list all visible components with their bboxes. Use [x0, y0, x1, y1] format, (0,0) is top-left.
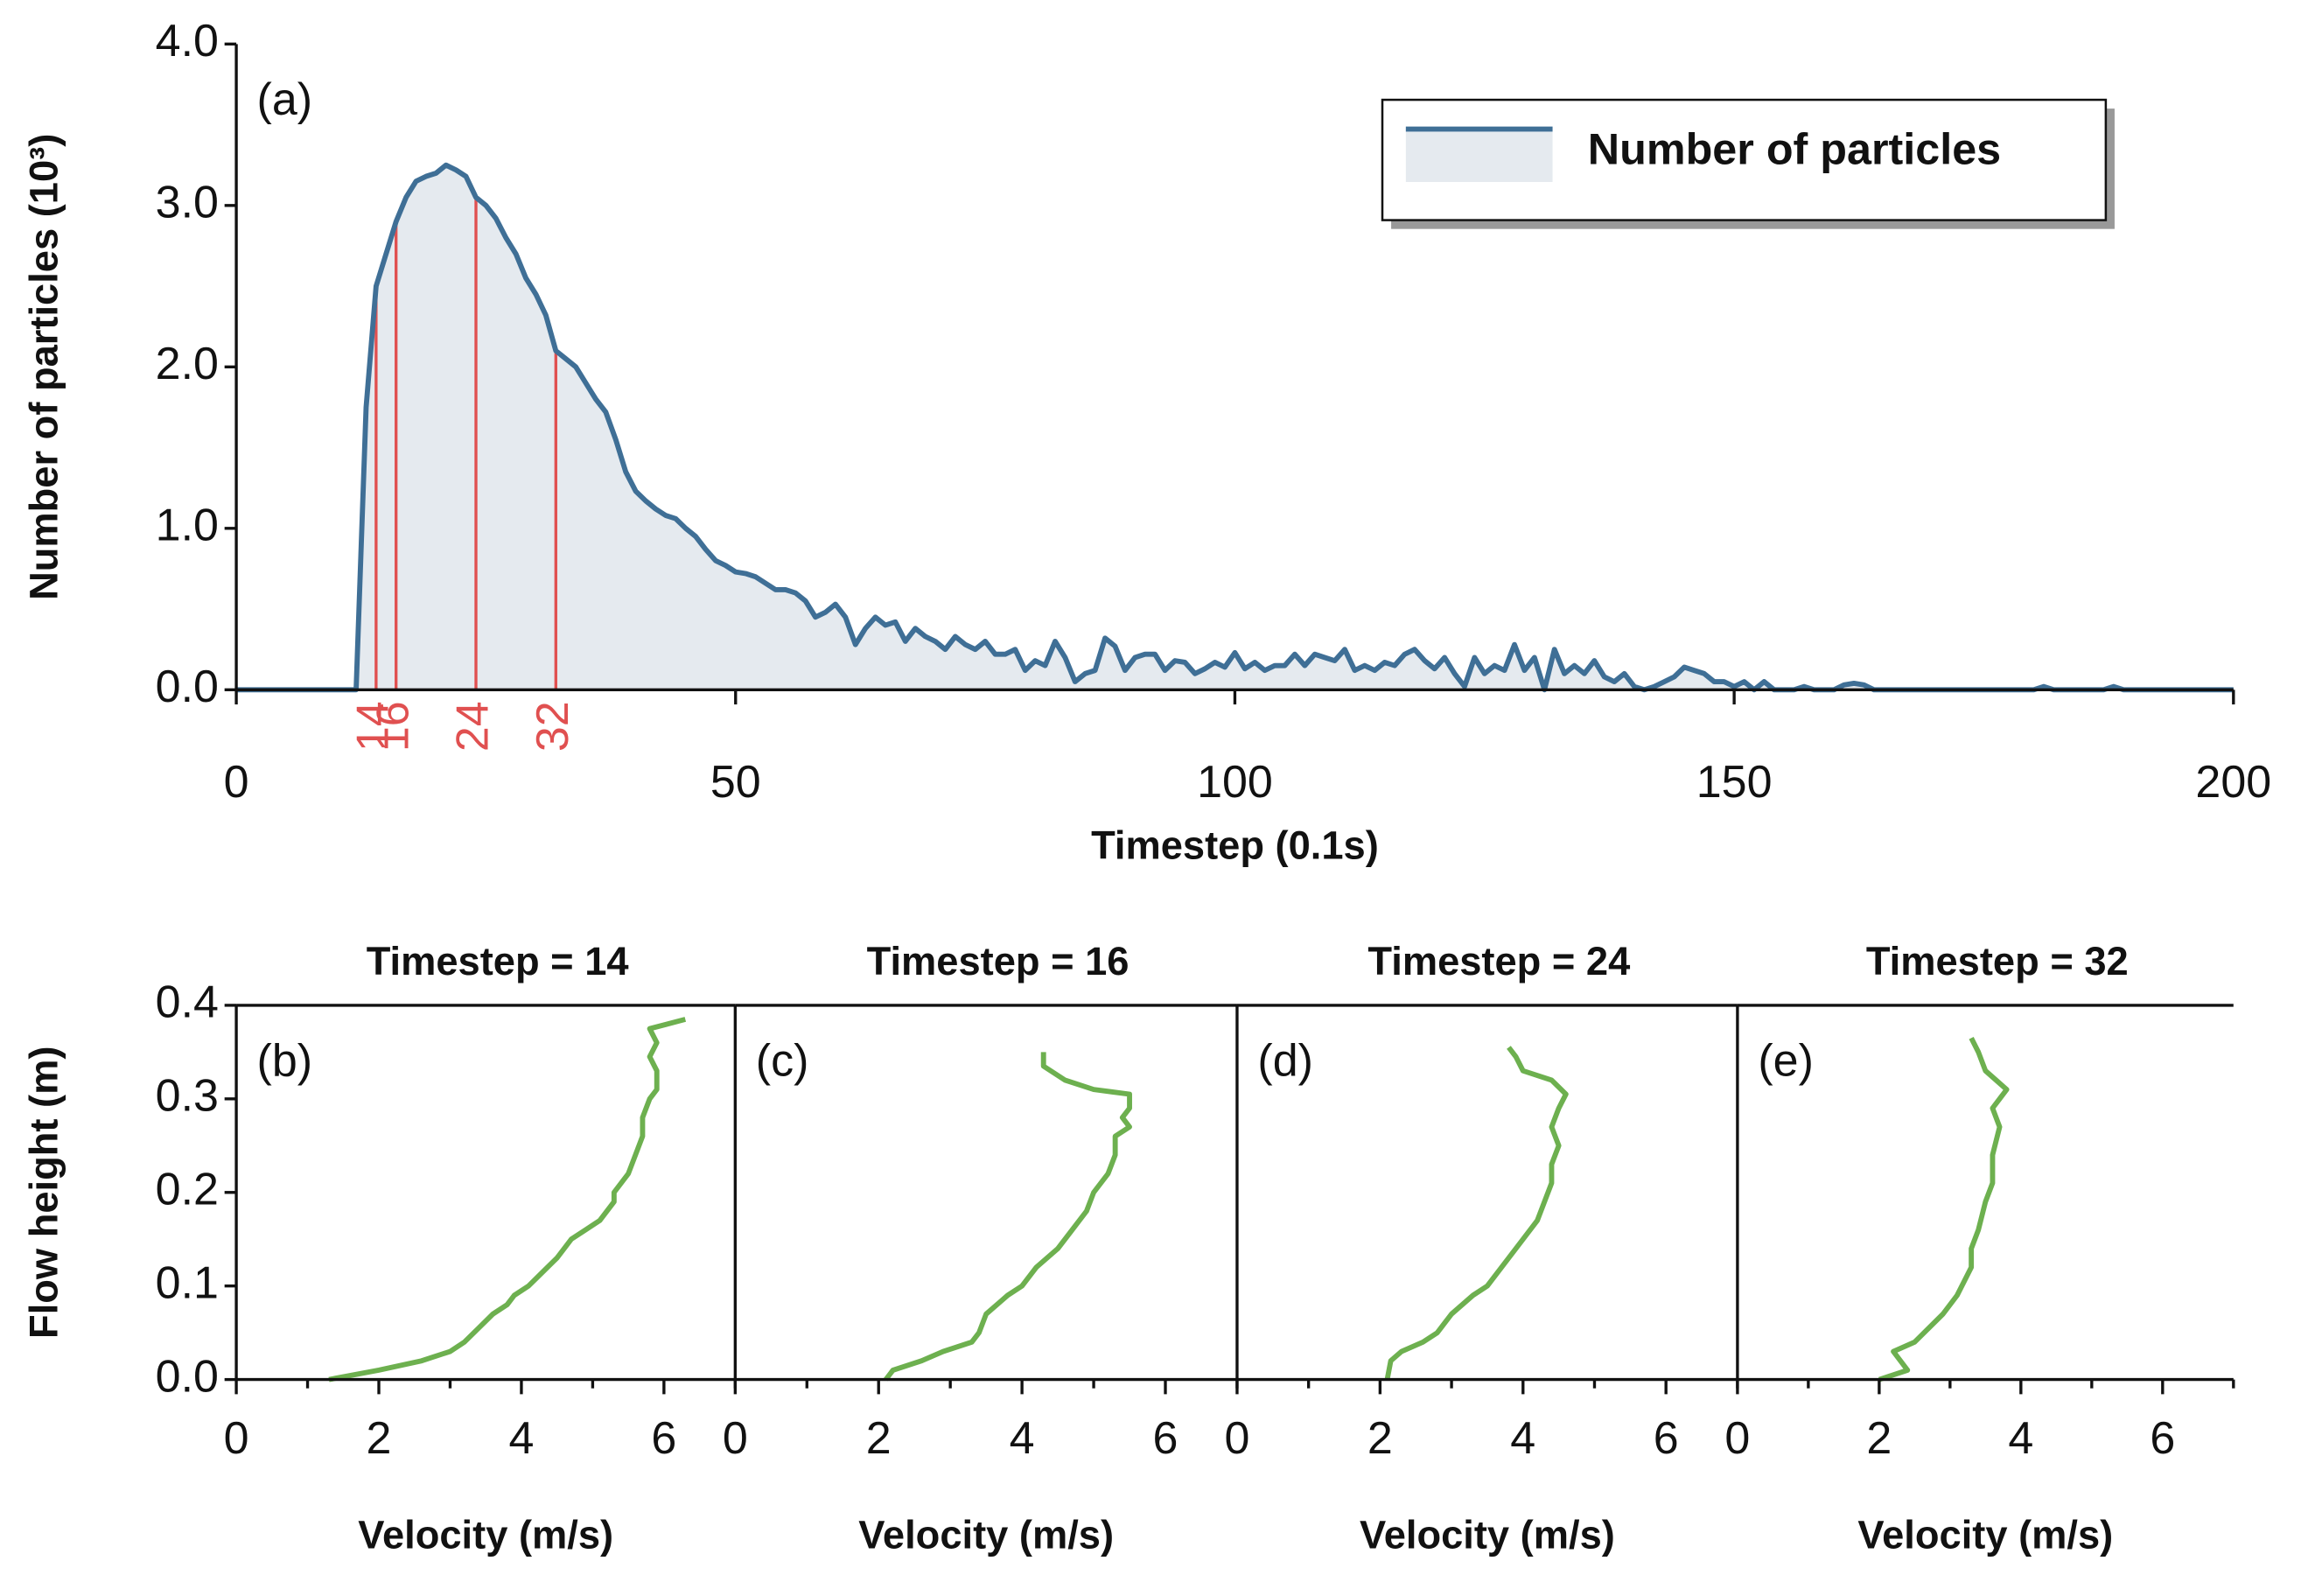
panel-annotation: (d) — [1257, 1036, 1313, 1087]
x-axis-title: Velocity (m/s) — [358, 1513, 613, 1558]
x-tick-label: 0 — [723, 1413, 748, 1464]
y-tick-label: 2.0 — [156, 339, 219, 389]
marker-label: 14 — [348, 701, 399, 752]
y-tick-label: 0.3 — [156, 1071, 219, 1122]
panel-title: Timestep = 14 — [367, 939, 629, 984]
x-tick-label: 4 — [1510, 1413, 1535, 1464]
panel-annotation: (c) — [756, 1036, 809, 1087]
x-tick-label: 6 — [1153, 1413, 1178, 1464]
legend-label: Number of particles — [1588, 124, 2001, 174]
marker-label: 16 — [367, 701, 418, 752]
marker-label: 24 — [448, 701, 499, 752]
y-tick-label: 0.4 — [156, 977, 219, 1028]
profile-line — [884, 1052, 1132, 1382]
panel-title: Timestep = 16 — [867, 939, 1130, 984]
profile-line — [1878, 1037, 2010, 1382]
profile-line — [1384, 1046, 1569, 1381]
legend-swatch — [1405, 131, 1553, 182]
x-tick-label: 6 — [651, 1413, 676, 1464]
y-tick-label: 0.2 — [156, 1164, 219, 1214]
x-tick-label: 0 — [224, 757, 249, 808]
panel-annotation: (b) — [257, 1036, 313, 1087]
panel-annotation: (e) — [1758, 1036, 1814, 1087]
y-tick-label: 3.0 — [156, 178, 219, 228]
profile-line — [328, 1017, 687, 1382]
y-tick-label: 1.0 — [156, 500, 219, 551]
x-tick-label: 0 — [1224, 1413, 1249, 1464]
x-tick-label: 4 — [508, 1413, 534, 1464]
y-tick-label: 0.0 — [156, 1351, 219, 1402]
x-tick-label: 2 — [1367, 1413, 1393, 1464]
panel-title: Timestep = 32 — [1866, 939, 2129, 984]
x-tick-label: 200 — [2195, 757, 2271, 808]
x-tick-label: 6 — [2150, 1413, 2175, 1464]
y-tick-label: 0.1 — [156, 1257, 219, 1308]
x-tick-label: 0 — [224, 1413, 249, 1464]
area-fill — [236, 164, 2234, 690]
y-axis-title: Flow height (m) — [22, 1046, 66, 1339]
y-axis-title: Number of particles (10³) — [22, 134, 66, 600]
x-tick-label: 6 — [1654, 1413, 1679, 1464]
x-axis-title: Velocity (m/s) — [858, 1513, 1114, 1558]
x-tick-label: 2 — [1866, 1413, 1892, 1464]
x-tick-label: 150 — [1696, 757, 1773, 808]
x-axis-title: Velocity (m/s) — [1857, 1513, 2113, 1558]
y-tick-label: 4.0 — [156, 16, 219, 66]
x-tick-label: 0 — [1724, 1413, 1750, 1464]
x-tick-label: 4 — [1010, 1413, 1035, 1464]
y-tick-label: 0.0 — [156, 662, 219, 712]
panel-annotation: (a) — [257, 74, 313, 125]
x-tick-label: 100 — [1197, 757, 1273, 808]
x-axis-title: Timestep (0.1s) — [1091, 822, 1379, 867]
marker-label: 32 — [528, 701, 578, 752]
x-axis-title: Velocity (m/s) — [1360, 1513, 1615, 1558]
x-tick-label: 4 — [2008, 1413, 2033, 1464]
x-tick-label: 2 — [866, 1413, 892, 1464]
panel-title: Timestep = 24 — [1367, 939, 1630, 984]
x-tick-label: 2 — [367, 1413, 392, 1464]
x-tick-label: 50 — [710, 757, 761, 808]
